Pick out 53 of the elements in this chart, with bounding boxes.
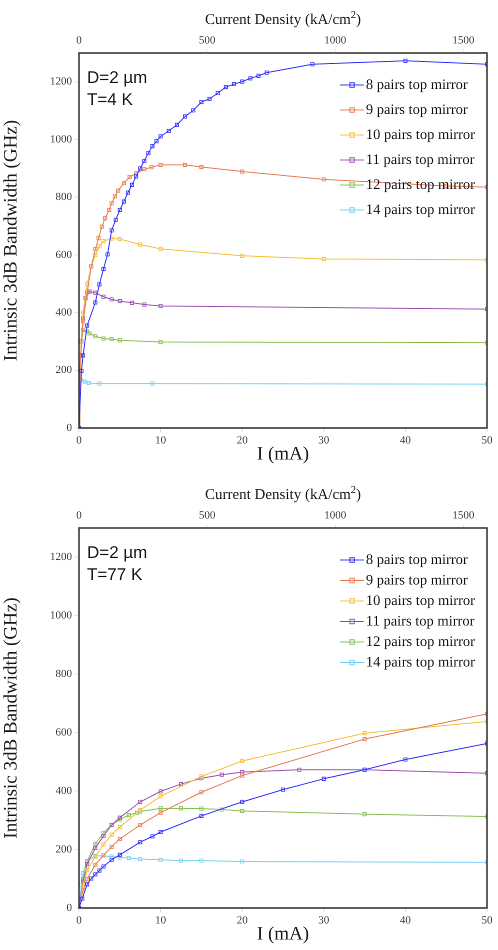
legend-label: 14 pairs top mirror — [366, 654, 476, 670]
x2-tick-label: 1500 — [452, 34, 475, 46]
annotation: T=77 K — [87, 565, 143, 584]
y-tick-label: 1000 — [50, 610, 72, 622]
y-tick-label: 800 — [56, 191, 72, 204]
legend-label: 10 pairs top mirror — [366, 126, 476, 143]
x2-tick-label: 1500 — [452, 509, 475, 522]
y-tick-label: 1000 — [50, 133, 72, 146]
legend-label: 9 pairs top mirror — [366, 572, 468, 588]
x-tick-label: 20 — [236, 914, 248, 926]
legend-label: 10 pairs top mirror — [366, 592, 476, 609]
legend-label: 14 pairs top mirror — [366, 202, 476, 218]
y-axis-title: Intrinsic 3dB Bandwidth (GHz) — [0, 597, 22, 839]
x2-tick-label: 0 — [76, 509, 82, 522]
y-tick-label: 600 — [56, 726, 72, 739]
y-tick-label: 400 — [56, 784, 72, 797]
x-tick-label: 50 — [482, 914, 493, 926]
x-tick-label: 10 — [155, 434, 167, 446]
annotation: D=2 µm — [87, 543, 148, 562]
y-tick-label: 200 — [56, 364, 72, 376]
legend-label: 11 pairs top mirror — [366, 152, 475, 168]
x-axis-title: I (mA) — [256, 924, 310, 945]
legend-label: 8 pairs top mirror — [366, 552, 468, 568]
y-tick-label: 600 — [56, 248, 72, 261]
x-tick-label: 30 — [318, 434, 330, 446]
y-tick-label: 0 — [66, 422, 72, 434]
legend-label: 8 pairs top mirror — [366, 76, 468, 93]
legend-label: 11 pairs top mirror — [366, 613, 475, 630]
x2-tick-label: 1000 — [324, 509, 347, 522]
legend-label: 12 pairs top mirror — [366, 634, 476, 650]
x2-tick-label: 500 — [198, 509, 216, 522]
annotation: D=2 µm — [87, 68, 148, 87]
x-tick-label: 10 — [155, 914, 167, 926]
x-axis-title: I (mA) — [256, 444, 310, 465]
x-tick-label: 40 — [400, 434, 412, 446]
x-tick-label: 50 — [482, 434, 493, 446]
x2-tick-label: 0 — [76, 34, 82, 46]
y-axis-title: Intrinsic 3dB Bandwidth (GHz) — [0, 120, 22, 362]
x-tick-label: 40 — [400, 914, 412, 926]
legend-label: 9 pairs top mirror — [366, 102, 468, 118]
y-tick-label: 200 — [56, 843, 72, 856]
x-tick-label: 0 — [76, 434, 82, 446]
annotation: T=4 K — [87, 90, 134, 109]
y-tick-label: 400 — [56, 306, 72, 319]
x-tick-label: 0 — [76, 914, 82, 926]
x2-tick-label: 1000 — [324, 34, 347, 46]
y-tick-label: 800 — [56, 668, 72, 680]
x2-tick-label: 500 — [198, 34, 216, 46]
x-tick-label: 30 — [318, 914, 330, 926]
x-tick-label: 20 — [236, 434, 248, 446]
y-tick-label: 0 — [66, 902, 72, 914]
y-tick-label: 1200 — [50, 551, 72, 564]
y-tick-label: 1200 — [50, 76, 72, 88]
